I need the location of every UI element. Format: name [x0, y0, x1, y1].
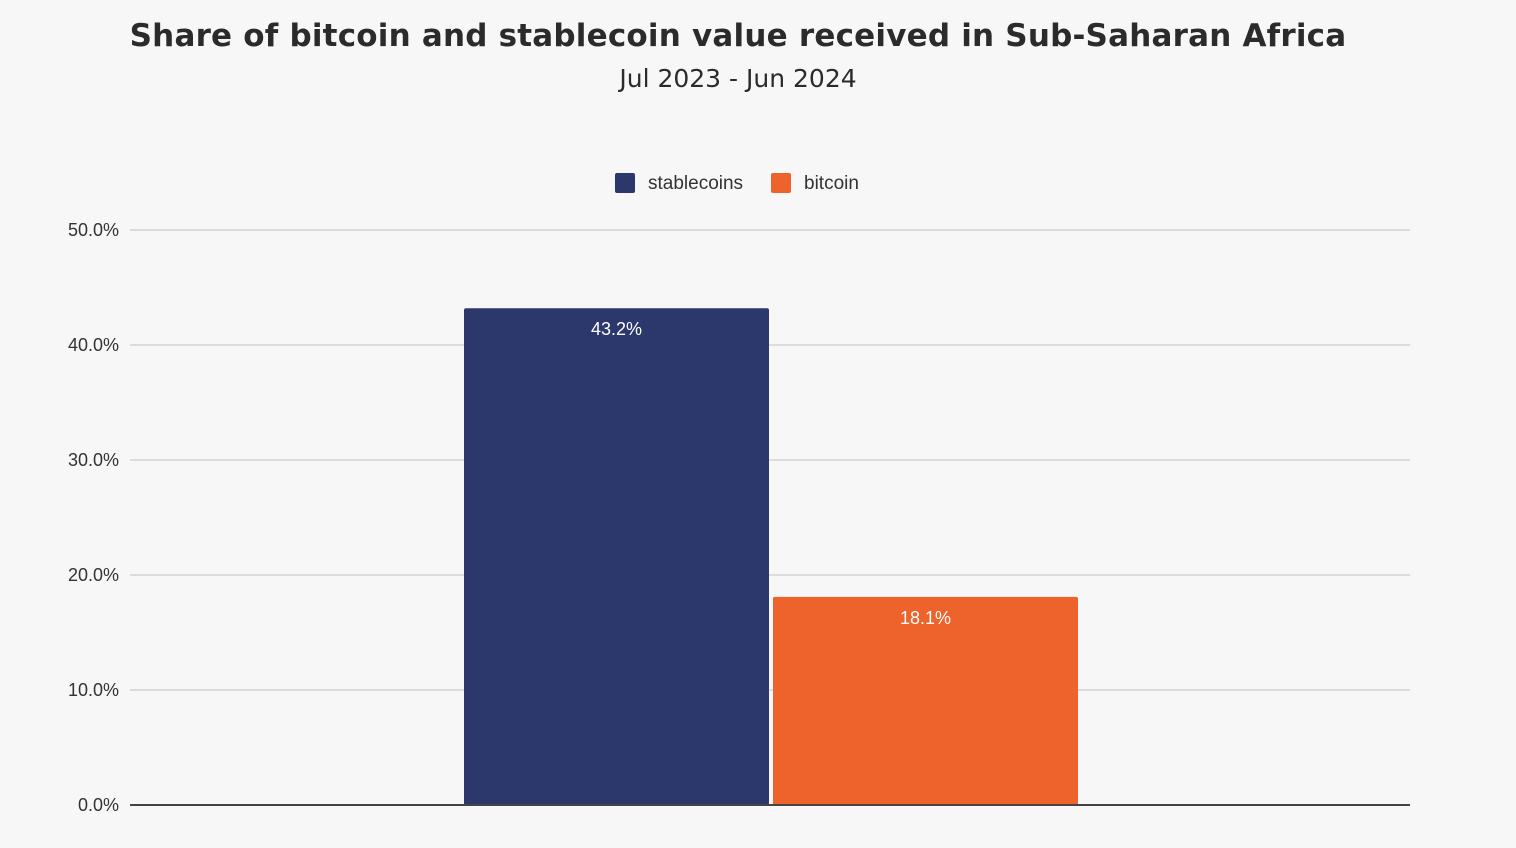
bars: 43.2% 18.1%: [464, 308, 1078, 805]
legend-swatch-stablecoins: [615, 173, 635, 193]
y-tick-label: 20.0%: [68, 565, 119, 585]
bar-value-label: 43.2%: [591, 319, 642, 339]
legend-label-stablecoins: stablecoins: [648, 173, 743, 194]
legend-swatch-bitcoin: [771, 173, 791, 193]
gridlines: [130, 229, 1410, 691]
chart-title: Share of bitcoin and stablecoin value re…: [129, 18, 1347, 54]
y-tick-label: 0.0%: [78, 795, 119, 815]
y-tick-label: 40.0%: [68, 335, 119, 355]
bar-bitcoin: [773, 596, 1078, 805]
bar-value-label: 18.1%: [900, 608, 951, 628]
y-tick-label: 30.0%: [68, 450, 119, 470]
y-tick-label: 10.0%: [68, 680, 119, 700]
chart-subtitle: Jul 2023 - Jun 2024: [619, 64, 857, 93]
y-tick-label: 50.0%: [68, 220, 119, 240]
y-axis-ticks: 0.0% 10.0% 20.0% 30.0% 40.0% 50.0%: [68, 220, 119, 815]
legend-label-bitcoin: bitcoin: [804, 173, 859, 194]
legend: stablecoins bitcoin: [615, 173, 859, 194]
bar-stablecoins: [464, 308, 769, 805]
